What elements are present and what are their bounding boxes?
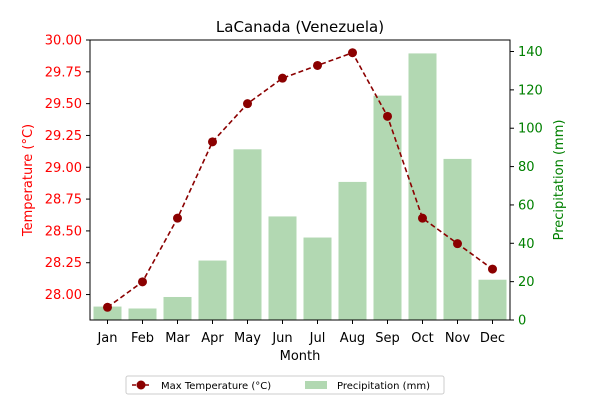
x-tick-label: Oct — [411, 331, 433, 346]
left-tick-label: 28.50 — [45, 224, 82, 239]
left-tick-label: 29.00 — [45, 161, 82, 176]
x-tick-label: Dec — [480, 331, 505, 346]
temp-point-jan — [103, 302, 112, 312]
right-axis-ticks: 0 20 40 60 80 100 120 140 — [510, 45, 543, 329]
temp-point-apr — [208, 137, 217, 147]
x-tick-label: Feb — [131, 331, 154, 346]
precipitation-bars — [93, 53, 507, 321]
left-tick-label: 29.75 — [45, 65, 82, 80]
x-axis-ticks: Jan Feb Mar Apr May Jun Jul Aug Sep Oct Nov Dec — [96, 320, 505, 346]
temp-point-sep — [383, 111, 392, 121]
precip-bar-may — [233, 149, 262, 320]
right-tick-label: 40 — [518, 237, 535, 252]
left-axis-ticks: 28.00 28.25 28.50 28.75 29.00 29.25 29.50 29.75… — [45, 34, 90, 303]
x-tick-label: May — [234, 331, 261, 346]
legend-label-precipitation: Precipitation (mm) — [337, 381, 430, 392]
precip-bar-feb — [128, 308, 157, 320]
left-axis-title: Temperature (°C) — [21, 124, 36, 237]
precip-bar-sep — [373, 95, 402, 320]
temperature-line — [107, 51, 493, 308]
x-axis-title: Month — [280, 349, 321, 364]
chart-title: LaCanada (Venezuela) — [216, 18, 384, 36]
left-tick-label: 29.25 — [45, 129, 82, 144]
x-tick-label: Jan — [96, 331, 117, 346]
legend-frame — [125, 375, 445, 395]
temp-point-jun — [278, 73, 287, 83]
legend-bar-swatch — [305, 381, 327, 389]
temp-point-aug — [348, 48, 357, 58]
x-tick-label: Apr — [201, 331, 224, 346]
temp-point-may — [243, 99, 252, 109]
left-tick-label: 30.00 — [45, 34, 82, 49]
temp-point-jul — [313, 60, 322, 70]
temp-point-mar — [173, 213, 182, 223]
right-tick-label: 140 — [518, 45, 543, 60]
left-tick-label: 28.75 — [45, 193, 82, 208]
left-tick-label: 29.50 — [45, 97, 82, 112]
x-tick-label: Jul — [309, 331, 326, 346]
precip-bar-jul — [303, 237, 332, 320]
right-tick-label: 0 — [518, 314, 526, 329]
precip-bar-jan — [93, 306, 122, 320]
plot-frame — [89, 39, 511, 321]
precip-bar-oct — [408, 53, 437, 321]
right-tick-label: 60 — [518, 198, 535, 213]
x-tick-label: Mar — [165, 331, 190, 346]
left-tick-label: 28.00 — [45, 288, 82, 303]
precip-bar-mar — [163, 296, 192, 320]
precip-bar-jun — [268, 216, 297, 320]
legend-label-temperature: Max Temperature (°C) — [161, 381, 271, 392]
right-tick-label: 120 — [518, 83, 543, 98]
temp-point-dec — [488, 264, 497, 274]
x-tick-label: Nov — [445, 331, 471, 346]
left-tick-label: 28.25 — [45, 256, 82, 271]
precip-bar-aug — [338, 181, 367, 320]
precip-bar-dec — [478, 279, 507, 320]
legend: Max Temperature (°C) Precipitation (mm) — [125, 375, 445, 395]
temp-point-feb — [138, 277, 147, 287]
right-tick-label: 20 — [518, 275, 535, 290]
temperature-line-group — [103, 48, 497, 312]
legend-marker-swatch — [136, 380, 146, 390]
precip-bar-apr — [198, 260, 227, 320]
right-tick-label: 100 — [518, 122, 543, 137]
x-tick-label: Jun — [271, 331, 292, 346]
temp-point-oct — [418, 213, 427, 223]
right-tick-label: 80 — [518, 160, 535, 175]
right-axis-title: Precipitation (mm) — [552, 120, 567, 241]
x-tick-label: Sep — [375, 331, 400, 346]
temp-point-nov — [453, 239, 462, 249]
x-tick-label: Aug — [340, 331, 365, 346]
